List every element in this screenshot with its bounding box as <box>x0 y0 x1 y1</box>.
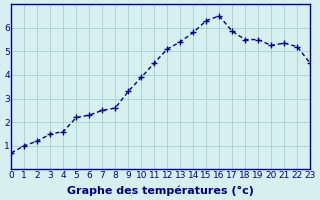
X-axis label: Graphe des températures (°c): Graphe des températures (°c) <box>67 185 254 196</box>
